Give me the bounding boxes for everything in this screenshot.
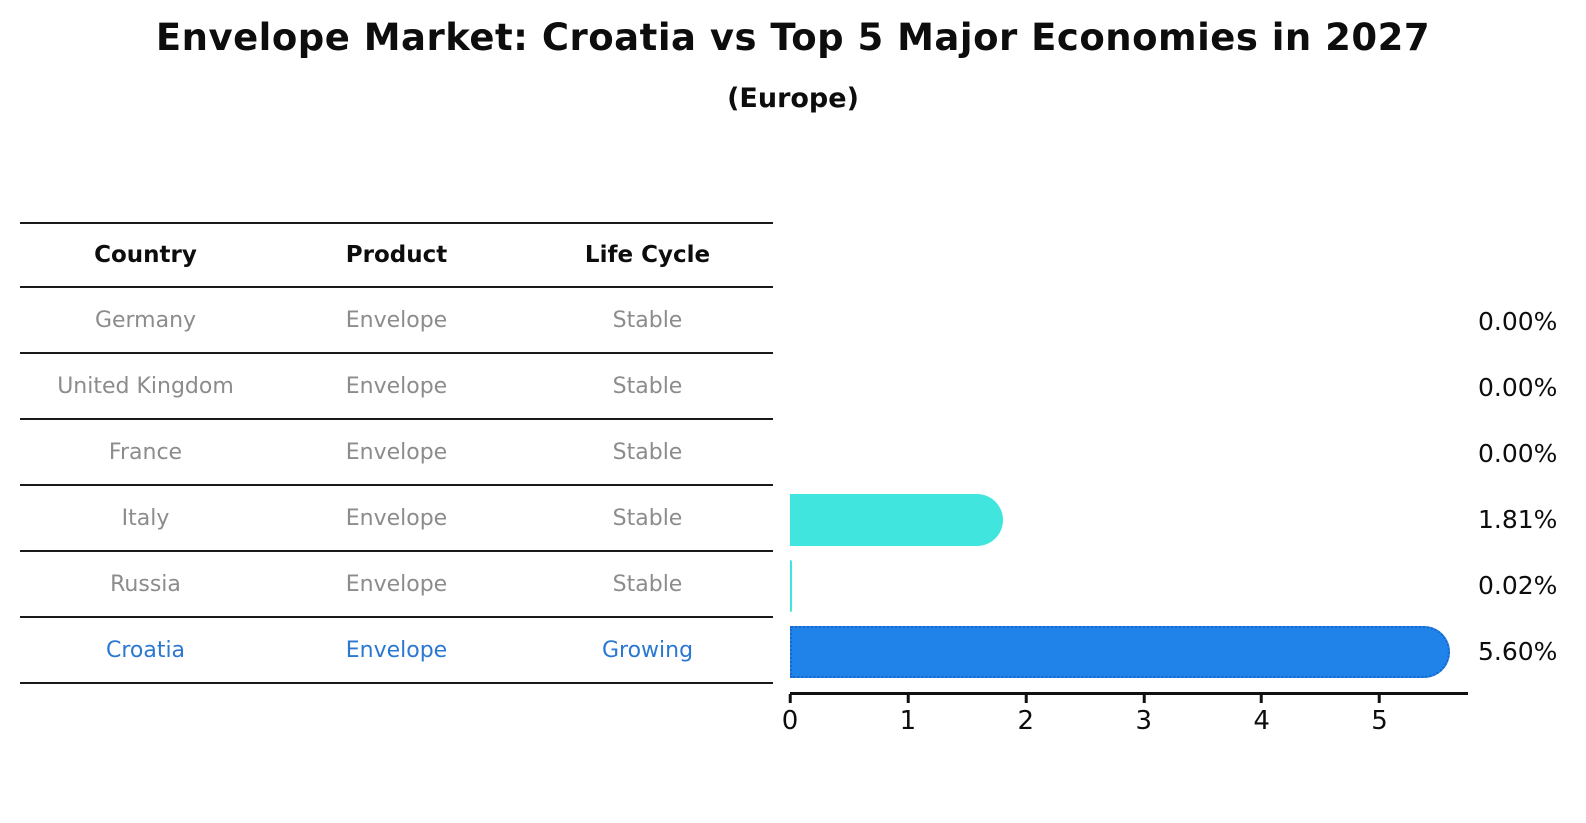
- tick-mark: [906, 694, 910, 703]
- col-header-country: Country: [94, 242, 197, 268]
- cell-product: Envelope: [345, 373, 448, 399]
- chart-title: Envelope Market: Croatia vs Top 5 Major …: [155, 16, 1431, 59]
- cell-lifecycle: Stable: [612, 571, 683, 597]
- x-axis-tick-3: 3: [1135, 694, 1152, 734]
- bar-italy: [790, 494, 1004, 546]
- tick-mark: [1142, 694, 1146, 703]
- col-header-product: Product: [345, 242, 448, 268]
- table-header-row: Country Product Life Cycle: [20, 224, 773, 288]
- table-row-croatia: Croatia Envelope Growing: [20, 618, 773, 684]
- tick-label: 2: [1017, 706, 1035, 736]
- cell-product: Envelope: [345, 439, 448, 465]
- x-axis-tick-4: 4: [1253, 694, 1270, 734]
- cell-country: Germany: [94, 307, 197, 333]
- cell-product: Envelope: [345, 571, 448, 597]
- tick-mark: [1024, 694, 1028, 703]
- cell-product: Envelope: [345, 307, 448, 333]
- table-row-united-kingdom: United Kingdom Envelope Stable: [20, 354, 773, 420]
- country-table: Country Product Life Cycle Germany Envel…: [20, 222, 773, 684]
- table-row-russia: Russia Envelope Stable: [20, 552, 773, 618]
- bar-plot: 0 1 2 3 4 5: [782, 222, 1468, 734]
- cell-lifecycle: Stable: [612, 505, 683, 531]
- value-label-united-kingdom: 0.00%: [1478, 373, 1558, 402]
- tick-label: 5: [1371, 706, 1388, 736]
- table-row-germany: Germany Envelope Stable: [20, 288, 773, 354]
- cell-lifecycle: Stable: [612, 373, 683, 399]
- table-row-france: France Envelope Stable: [20, 420, 773, 486]
- x-axis-tick-2: 2: [1017, 694, 1035, 736]
- x-axis-line: [790, 692, 1468, 695]
- tick-mark: [788, 694, 792, 703]
- cell-lifecycle: Stable: [612, 439, 683, 465]
- value-label-russia: 0.02%: [1478, 571, 1558, 600]
- value-label-italy: 1.81%: [1478, 505, 1558, 534]
- value-label-france: 0.00%: [1478, 439, 1558, 468]
- tick-mark: [1378, 694, 1382, 703]
- col-header-lifecycle: Life Cycle: [584, 242, 711, 268]
- table-row-italy: Italy Envelope Stable: [20, 486, 773, 552]
- chart-subtitle: (Europe): [727, 83, 859, 114]
- tick-label: 4: [1253, 706, 1270, 736]
- value-label-germany: 0.00%: [1478, 307, 1558, 336]
- tick-label: 1: [899, 706, 917, 736]
- tick-label: 3: [1135, 706, 1153, 736]
- bar-russia: [790, 560, 793, 612]
- cell-country: France: [108, 439, 183, 465]
- cell-country: Russia: [110, 571, 181, 597]
- bar-croatia: [790, 626, 1451, 678]
- tick-label: 0: [781, 706, 799, 736]
- x-axis-tick-5: 5: [1371, 694, 1388, 734]
- cell-lifecycle: Stable: [612, 307, 683, 333]
- cell-country: Croatia: [105, 637, 186, 663]
- cell-lifecycle: Growing: [601, 637, 694, 663]
- x-axis-tick-0: 0: [781, 694, 799, 736]
- tick-mark: [1260, 694, 1264, 703]
- cell-country: United Kingdom: [57, 373, 234, 399]
- cell-country: Italy: [121, 505, 170, 531]
- cell-product: Envelope: [345, 637, 448, 663]
- x-axis-tick-1: 1: [899, 694, 917, 736]
- value-label-croatia: 5.60%: [1478, 637, 1558, 666]
- cell-product: Envelope: [345, 505, 448, 531]
